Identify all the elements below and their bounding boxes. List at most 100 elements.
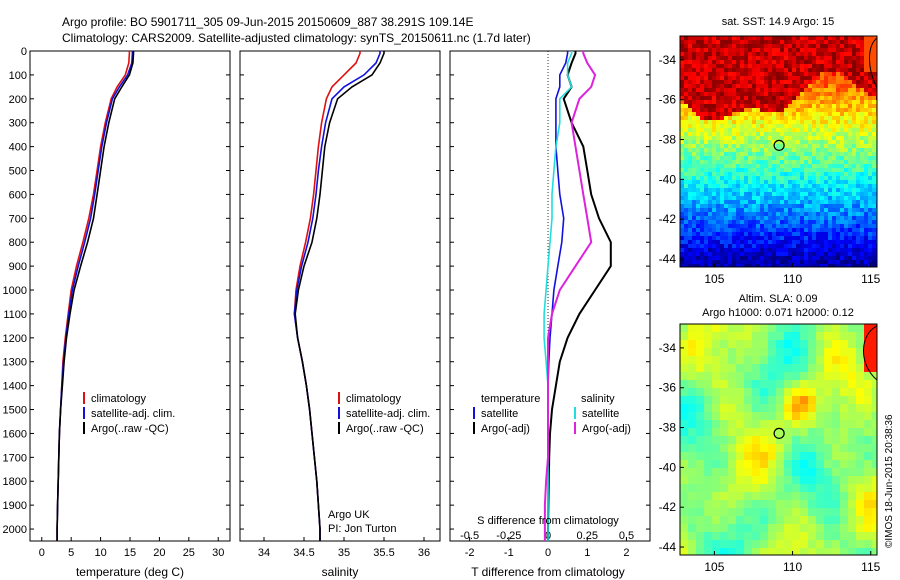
heatmap-cell <box>848 452 857 461</box>
heatmap-cell <box>752 48 757 53</box>
heatmap-cell <box>844 108 849 113</box>
heatmap-cell <box>816 208 821 213</box>
heatmap-cell <box>764 248 769 253</box>
heatmap-cell <box>728 88 733 93</box>
x-tick-label: 5 <box>68 547 74 559</box>
heatmap-cell <box>684 104 689 109</box>
heatmap-cell <box>784 196 789 201</box>
heatmap-cell <box>752 96 757 101</box>
heatmap-cell <box>692 140 697 145</box>
heatmap-cell <box>744 80 749 85</box>
heatmap-cell <box>844 52 849 57</box>
heatmap-cell <box>772 160 777 165</box>
heatmap-cell <box>856 44 861 49</box>
heatmap-cell <box>764 140 769 145</box>
heatmap-cell <box>744 436 753 445</box>
heatmap-cell <box>796 88 801 93</box>
heatmap-cell <box>816 412 825 421</box>
heatmap-cell <box>784 52 789 57</box>
heatmap-cell <box>736 120 741 125</box>
heatmap-cell <box>800 444 809 453</box>
heatmap-cell <box>796 232 801 237</box>
heatmap-cell <box>680 140 685 145</box>
heatmap-cell <box>848 64 853 69</box>
heatmap-cell <box>760 444 769 453</box>
heatmap-cell <box>796 108 801 113</box>
heatmap-cell <box>836 64 841 69</box>
heatmap-cell <box>788 164 793 169</box>
heatmap-cell <box>752 192 757 197</box>
heatmap-cell <box>780 64 785 69</box>
x-tick-label: 35.5 <box>373 547 394 559</box>
heatmap-cell <box>852 96 857 101</box>
heatmap-cell <box>780 244 785 249</box>
heatmap-cell <box>792 196 797 201</box>
heatmap-cell <box>776 212 781 217</box>
heatmap-cell <box>784 372 793 381</box>
heatmap-cell <box>820 124 825 129</box>
heatmap-cell <box>816 68 821 73</box>
heatmap-cell <box>852 136 857 141</box>
heatmap-cell <box>712 192 717 197</box>
heatmap-cell <box>800 164 805 169</box>
heatmap-cell <box>824 52 829 57</box>
heatmap-cell <box>680 216 685 221</box>
heatmap-cell <box>700 228 705 233</box>
heatmap-cell <box>864 436 873 445</box>
heatmap-cell <box>828 228 833 233</box>
heatmap-cell <box>700 92 705 97</box>
heatmap-cell <box>832 128 837 133</box>
heatmap-cell <box>808 540 817 549</box>
heatmap-cell <box>756 84 761 89</box>
heatmap-cell <box>832 380 841 389</box>
heatmap-cell <box>696 164 701 169</box>
heatmap-cell <box>860 228 865 233</box>
heatmap-cell <box>760 224 765 229</box>
heatmap-cell <box>740 140 745 145</box>
heatmap-cell <box>792 388 801 397</box>
heatmap-cell <box>848 188 853 193</box>
heatmap-cell <box>784 444 793 453</box>
heatmap-cell <box>748 200 753 205</box>
heatmap-cell <box>856 260 861 265</box>
heatmap-cell <box>864 168 869 173</box>
heatmap-cell <box>848 532 857 541</box>
heatmap-cell <box>808 108 813 113</box>
heatmap-cell <box>768 396 777 405</box>
heatmap-cell <box>864 164 869 169</box>
heatmap-cell <box>768 68 773 73</box>
heatmap-cell <box>692 240 697 245</box>
heatmap-cell <box>820 120 825 125</box>
heatmap-cell <box>728 264 733 267</box>
heatmap-cell <box>728 60 733 65</box>
heatmap-cell <box>712 108 717 113</box>
heatmap-cell <box>816 104 821 109</box>
heatmap-cell <box>752 116 757 121</box>
heatmap-cell <box>808 144 813 149</box>
heatmap-cell <box>780 220 785 225</box>
heatmap-cell <box>712 212 717 217</box>
heatmap-cell <box>816 84 821 89</box>
heatmap-cell <box>708 208 713 213</box>
heatmap-cell <box>728 56 733 61</box>
heatmap-cell <box>776 112 781 117</box>
heatmap-cell <box>792 508 801 517</box>
heatmap-cell <box>780 200 785 205</box>
heatmap-cell <box>748 264 753 267</box>
heatmap-cell <box>800 84 805 89</box>
heatmap-cell <box>836 56 841 61</box>
heatmap-cell <box>784 500 793 509</box>
heatmap-cell <box>780 40 785 45</box>
heatmap-cell <box>728 260 733 265</box>
heatmap-cell <box>780 140 785 145</box>
heatmap-cell <box>716 192 721 197</box>
heatmap-cell <box>840 220 845 225</box>
heatmap-cell <box>828 156 833 161</box>
heatmap-cell <box>860 172 865 177</box>
heatmap-cell <box>832 164 837 169</box>
heatmap-cell <box>832 64 837 69</box>
heatmap-cell <box>856 96 861 101</box>
heatmap-cell <box>840 216 845 221</box>
heatmap-cell <box>788 48 793 53</box>
heatmap-cell <box>840 64 845 69</box>
